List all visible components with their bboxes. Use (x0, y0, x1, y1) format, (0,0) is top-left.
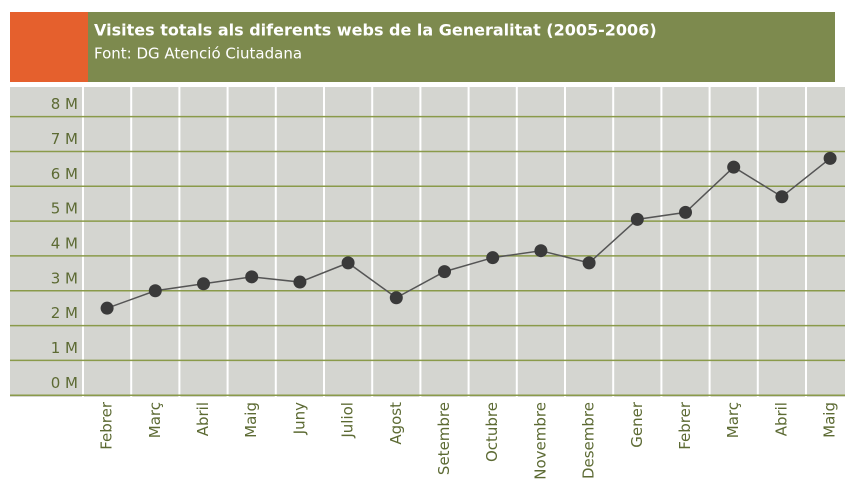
x-tick-label: Juliol (339, 402, 357, 439)
x-tick-label: Març (146, 402, 164, 438)
header-band (88, 12, 835, 82)
data-point (293, 275, 307, 289)
data-point (534, 244, 548, 258)
x-tick-label: Juny (290, 402, 308, 435)
y-tick-label: 8 M (51, 95, 78, 113)
x-tick-label: Febrer (98, 401, 116, 450)
data-point (148, 284, 162, 298)
data-point (100, 301, 114, 315)
y-tick-label: 3 M (51, 269, 78, 287)
data-point (245, 270, 259, 284)
x-tick-label: Setembre (435, 402, 453, 475)
data-point (197, 277, 210, 291)
data-point (727, 160, 741, 174)
x-tick-label: Novembre (531, 402, 549, 480)
y-tick-label: 7 M (51, 130, 78, 148)
x-tick-label: Octubre (483, 402, 501, 462)
x-tick-label: Març (724, 402, 742, 438)
y-tick-label: 5 M (51, 200, 78, 218)
data-point (823, 151, 837, 165)
chart-title: Visites totals als diferents webs de la … (94, 21, 657, 40)
y-tick-label: 0 M (51, 374, 78, 392)
x-tick-label: Maig (242, 402, 260, 438)
data-point (582, 256, 596, 270)
data-point (486, 251, 500, 265)
x-tick-label: Desembre (580, 402, 598, 479)
data-point (389, 291, 403, 305)
x-tick-label: Abril (194, 402, 212, 436)
x-tick-label: Maig (821, 402, 839, 438)
x-tick-label: Gener (628, 401, 646, 448)
y-tick-label: 6 M (51, 165, 78, 183)
data-point (630, 212, 644, 226)
data-point (679, 205, 692, 219)
y-tick-label: 4 M (51, 234, 78, 252)
x-tick-label: Abril (772, 402, 790, 436)
data-point (438, 265, 451, 279)
data-point (775, 190, 789, 204)
x-tick-label: Febrer (676, 401, 694, 450)
line (106, 157, 831, 309)
header-accent (10, 12, 88, 82)
plot-area (10, 87, 845, 397)
chart-subtitle: Font: DG Atenció Ciutadana (94, 45, 302, 63)
x-tick-label: Agost (387, 402, 405, 445)
data-point (341, 256, 355, 270)
y-tick-label: 2 M (51, 304, 78, 322)
y-tick-label: 1 M (51, 339, 78, 357)
